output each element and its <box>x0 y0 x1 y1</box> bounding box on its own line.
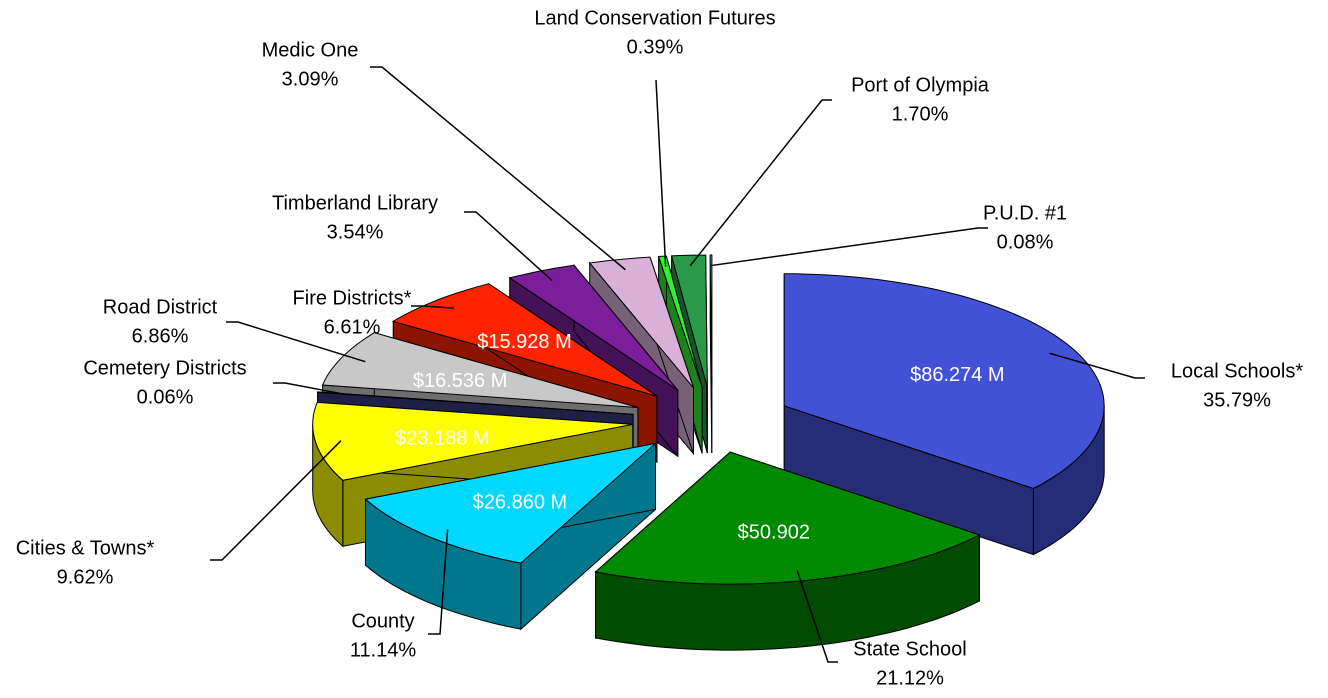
leader-line <box>273 382 344 395</box>
category-label: Port of Olympia <box>851 74 990 96</box>
slice-top <box>657 255 703 388</box>
category-label: Cities & Towns* <box>16 537 155 559</box>
category-label: P.U.D. #1 <box>983 202 1067 224</box>
leader-line <box>411 305 454 309</box>
value-label: 21.12% <box>876 667 944 689</box>
category-label: County <box>351 610 414 632</box>
value-label: 35.79% <box>1203 389 1271 411</box>
leader-line <box>226 321 366 363</box>
value-label: 6.61% <box>324 316 381 338</box>
slice <box>709 254 713 454</box>
category-label: Road District <box>103 296 218 318</box>
slice <box>594 450 981 651</box>
leader-line <box>1049 352 1145 379</box>
category-label: Land Conservation Futures <box>534 7 775 29</box>
slice-top <box>312 401 633 481</box>
category-label: Cemetery Districts <box>83 357 246 379</box>
leader-line <box>655 79 667 267</box>
amount-label: $86.274 M <box>910 364 1005 386</box>
category-label: Local Schools* <box>1171 360 1304 382</box>
amount-label: $26.860 M <box>473 492 568 514</box>
value-label: 0.39% <box>627 36 684 58</box>
value-label: 1.70% <box>892 103 949 125</box>
leader-line <box>710 227 988 267</box>
slice-top <box>391 283 658 397</box>
leader-line <box>210 440 342 561</box>
value-label: 3.09% <box>282 68 339 90</box>
value-label: 11.14% <box>350 639 417 661</box>
value-label: 0.08% <box>997 231 1054 253</box>
amount-label: $15.928 M <box>477 331 572 353</box>
slice <box>364 442 658 631</box>
slice-top <box>670 254 708 388</box>
category-label: Timberland Library <box>272 192 438 214</box>
leader-line <box>796 570 838 663</box>
value-label: 9.62% <box>57 566 114 588</box>
leader-line <box>428 529 449 635</box>
value-label: 3.54% <box>327 221 384 243</box>
amount-label: $23.188 M <box>395 427 490 449</box>
leader-line <box>464 211 553 281</box>
slice-top <box>709 254 713 388</box>
leader-line <box>689 99 832 267</box>
category-label: State School <box>853 638 966 660</box>
slice <box>783 273 1105 556</box>
slice-top <box>594 451 981 585</box>
amount-label: $16.536 M <box>413 370 508 392</box>
slice-top <box>588 256 694 389</box>
leader-line <box>370 66 626 271</box>
slice-top <box>783 273 1105 490</box>
value-label: 6.86% <box>132 325 189 347</box>
slice-top <box>364 442 658 564</box>
slice-top <box>321 332 639 408</box>
slice-top <box>316 391 634 415</box>
category-label: Medic One <box>262 39 359 61</box>
amount-label: $50.902 <box>738 522 810 544</box>
value-label: 0.06% <box>137 386 194 408</box>
category-label: Fire Districts* <box>293 287 412 309</box>
